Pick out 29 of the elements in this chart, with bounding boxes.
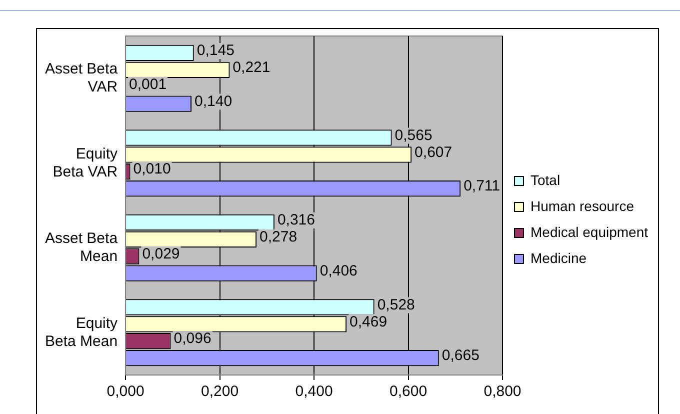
x-tick-label: 0,800: [484, 383, 522, 400]
data-label: 0,406: [320, 262, 358, 280]
x-tick-label: 0,400: [295, 383, 333, 400]
data-label: 0,145: [196, 42, 234, 60]
legend-label: Medical equipment: [530, 224, 648, 240]
data-label: 0,278: [260, 228, 298, 246]
data-label: 0,665: [442, 347, 480, 364]
data-label: 0,029: [142, 245, 180, 262]
y-tick-label: Equity Beta VAR: [52, 145, 118, 180]
data-label: 0,010: [133, 160, 171, 178]
data-label: 0,140: [194, 92, 232, 110]
data-label: 0,565: [394, 126, 432, 144]
legend-label: Medicine: [530, 250, 587, 266]
data-label: 0,001: [129, 76, 167, 93]
legend-label: Total: [530, 172, 560, 188]
data-label: 0,221: [232, 59, 270, 76]
data-label: 0,469: [350, 313, 388, 330]
x-tick-label: 0,600: [389, 383, 428, 400]
data-label: 0,607: [414, 144, 452, 161]
y-tick-label: Equity Beta Mean: [45, 314, 118, 350]
data-label: 0,096: [174, 330, 212, 348]
y-tick-label: Asset Beta Mean: [45, 230, 118, 266]
y-tick-label: Asset Beta VAR: [45, 60, 118, 96]
legend-label: Human resource: [530, 198, 634, 214]
data-label: 0,711: [464, 178, 500, 195]
data-label: 0,316: [277, 212, 315, 229]
x-tick-label: 0,000: [106, 383, 144, 400]
data-label: 0,528: [377, 296, 415, 314]
x-tick-label: 0,200: [201, 383, 239, 400]
